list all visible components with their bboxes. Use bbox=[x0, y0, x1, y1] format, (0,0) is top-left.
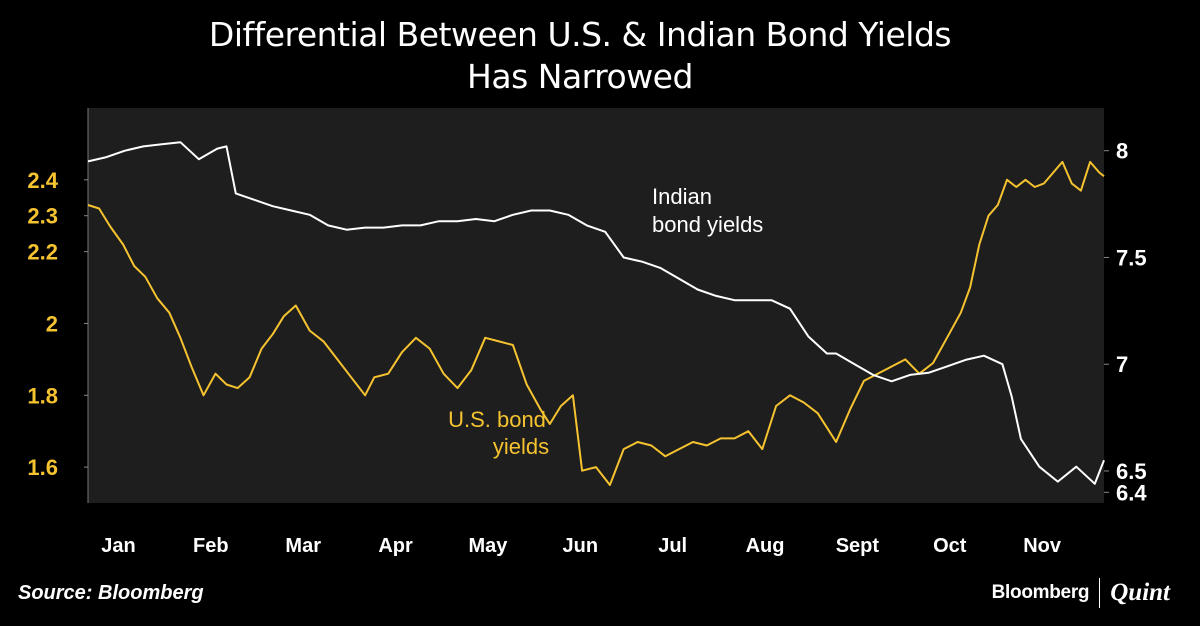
right-tick-label: 6.4 bbox=[1116, 480, 1147, 505]
india-yield-line bbox=[87, 141, 1105, 485]
x-tick-label: Apr bbox=[378, 535, 413, 557]
right-tick-label: 6.5 bbox=[1116, 459, 1147, 484]
x-tick-label: Aug bbox=[746, 535, 785, 557]
brand-logo: Bloomberg Quint bbox=[992, 578, 1170, 608]
x-tick-label: Feb bbox=[193, 535, 229, 557]
source-note: Source: Bloomberg bbox=[18, 582, 204, 604]
right-tick-label: 8 bbox=[1116, 139, 1128, 164]
x-tick-label: Nov bbox=[1023, 535, 1062, 557]
x-tick-label: Oct bbox=[933, 535, 967, 557]
us-yield-line bbox=[87, 160, 1105, 486]
x-tick-label: Jan bbox=[101, 535, 135, 557]
x-tick-label: Jul bbox=[658, 535, 687, 557]
brand-separator bbox=[1099, 578, 1101, 608]
left-tick-label: 1.6 bbox=[27, 455, 58, 480]
x-tick-label: May bbox=[468, 535, 508, 557]
right-tick-label: 7 bbox=[1116, 352, 1128, 377]
india-series-label: bond yields bbox=[652, 212, 763, 237]
title-line-1: Differential Between U.S. & Indian Bond … bbox=[208, 15, 952, 54]
brand-bloomberg: Bloomberg bbox=[991, 582, 1090, 603]
india-series-label: Indian bbox=[652, 184, 712, 209]
plot-area bbox=[88, 108, 1104, 503]
chart-title: Differential Between U.S. & Indian Bond … bbox=[0, 14, 1160, 98]
left-tick-label: 2.3 bbox=[27, 204, 58, 229]
left-tick-label: 2.2 bbox=[27, 240, 58, 265]
x-tick-label: Mar bbox=[285, 535, 321, 557]
right-tick-label: 7.5 bbox=[1116, 245, 1147, 270]
brand-quint: Quint bbox=[1110, 579, 1170, 606]
us-series-label: yields bbox=[493, 434, 549, 459]
us-series-label: U.S. bond bbox=[448, 407, 546, 432]
x-tick-label: Jun bbox=[563, 535, 599, 557]
left-tick-label: 2.4 bbox=[27, 168, 58, 193]
x-tick-label: Sept bbox=[836, 535, 880, 557]
title-line-2: Has Narrowed bbox=[467, 57, 693, 96]
left-tick-label: 2 bbox=[46, 311, 58, 336]
left-tick-label: 1.8 bbox=[27, 383, 58, 408]
